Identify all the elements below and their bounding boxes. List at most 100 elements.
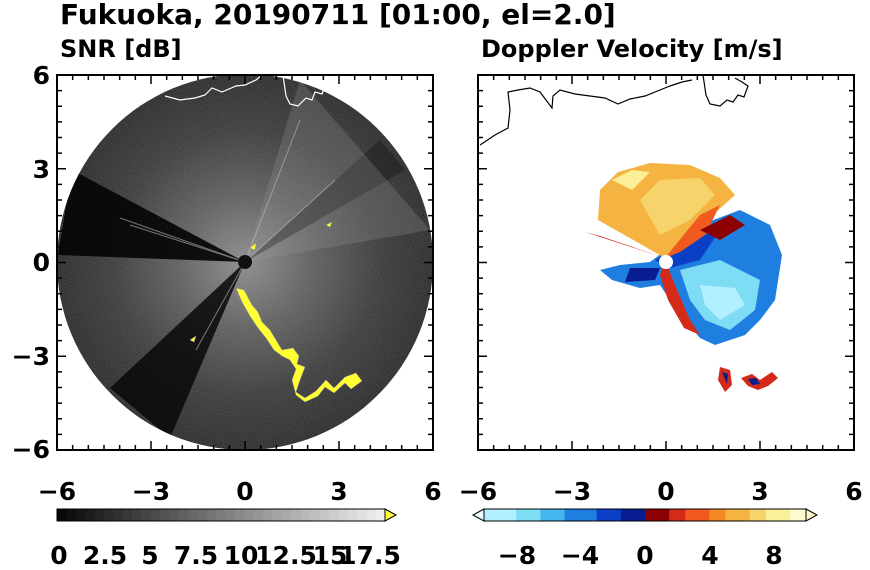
doppler-colorbar-cell <box>781 509 791 521</box>
doppler-colorbar-cell <box>516 509 525 521</box>
snr-colorbar-cell <box>103 509 114 521</box>
doppler-colorbar-cell <box>604 509 614 521</box>
snr-colorbar-cell <box>206 509 217 521</box>
doppler-xtick-3: 3 <box>751 477 768 506</box>
snr-xtick-0: 0 <box>236 477 253 506</box>
snr-colorbar-cell <box>150 509 161 521</box>
doppler-colorbar-cell <box>524 509 533 521</box>
snr-colorbar-cell <box>300 509 311 521</box>
doppler-colorbar-cell <box>580 509 590 521</box>
snr-cbar-label-2-5: 2.5 <box>83 541 127 570</box>
doppler-panel: Doppler Velocity [m/s] <box>459 35 863 570</box>
doppler-colorbar-extend-right <box>805 508 819 522</box>
snr-cbar-label-15: 15 <box>313 541 348 570</box>
doppler-colorbar-extend-left <box>471 508 485 522</box>
snr-colorbar-cell <box>188 509 198 521</box>
snr-colorbar-cell <box>347 509 358 521</box>
snr-radial-streaks <box>119 119 336 351</box>
snr-colorbar-cell <box>244 509 255 521</box>
doppler-colorbar-cell <box>612 509 622 521</box>
snr-colorbar-cell <box>131 509 142 521</box>
snr-xtick-6: 6 <box>424 477 441 506</box>
doppler-colorbar-cell <box>733 509 742 521</box>
doppler-colorbar-cell <box>645 509 654 521</box>
snr-ytick-neg6: −6 <box>12 435 50 464</box>
doppler-colorbar-cell <box>741 509 751 521</box>
snr-cbar-label-5: 5 <box>141 541 158 570</box>
snr-colorbar-cell <box>197 509 208 521</box>
snr-colorbar-cell <box>328 509 339 521</box>
snr-colorbar-cell <box>85 509 95 521</box>
doppler-colorbar-cell <box>532 509 541 521</box>
doppler-colorbar-cell <box>500 509 509 521</box>
doppler-distant-echo <box>718 367 778 392</box>
snr-ytick-0: 0 <box>33 248 50 277</box>
snr-xtick-neg6: −6 <box>38 477 76 506</box>
snr-colorbar-cell <box>94 509 105 521</box>
snr-colorbar-cells <box>57 509 386 521</box>
snr-panel: SNR [dB] <box>12 35 442 570</box>
doppler-colorbar-cell <box>636 509 646 521</box>
snr-colorbar-cell <box>253 509 264 521</box>
doppler-colorbar-cell <box>701 509 710 521</box>
doppler-cbar-label-neg4: −4 <box>561 541 599 570</box>
snr-colorbar-cell <box>160 509 170 521</box>
snr-colorbar-cell <box>281 509 292 521</box>
doppler-colorbar-cell <box>556 509 565 521</box>
doppler-xtick-neg6: −6 <box>459 477 497 506</box>
doppler-colorbar-cell <box>789 509 799 521</box>
snr-colorbar-cell <box>178 509 189 521</box>
snr-xtick-3: 3 <box>330 477 347 506</box>
snr-colorbar-cell <box>225 509 236 521</box>
snr-colorbar-cell <box>366 509 377 521</box>
doppler-xtick-0: 0 <box>657 477 674 506</box>
doppler-colorbar-cell <box>685 509 694 521</box>
snr-colorbar-cell <box>141 509 152 521</box>
snr-cbar-label-12-5: 12.5 <box>255 541 317 570</box>
snr-colorbar-cell <box>310 509 320 521</box>
snr-coastline <box>164 75 327 107</box>
doppler-xtick-neg3: −3 <box>553 477 591 506</box>
radar-center-marker <box>238 255 252 269</box>
doppler-colorbar-cell <box>773 509 783 521</box>
snr-colorbar-cell <box>57 509 67 521</box>
doppler-colorbar-cell <box>564 509 573 521</box>
doppler-coastline <box>479 75 749 146</box>
snr-colorbar-extend-arrow <box>384 508 398 522</box>
snr-colorbar-cell <box>375 509 386 521</box>
doppler-colorbar-cell <box>677 509 686 521</box>
doppler-cbar-label-0: 0 <box>636 541 653 570</box>
snr-cbar-label-0: 0 <box>50 541 67 570</box>
doppler-colorbar-cell <box>749 509 759 521</box>
snr-colorbar-cell <box>216 509 227 521</box>
doppler-colorbar-cell <box>717 509 726 521</box>
snr-colorbar-cell <box>235 509 245 521</box>
snr-radar-disc <box>57 75 433 450</box>
snr-colorbar <box>56 508 398 522</box>
snr-ytick-6: 6 <box>33 61 50 90</box>
doppler-colorbar-cell <box>484 509 493 521</box>
figure-title: Fukuoka, 20190711 [01:00, el=2.0] <box>60 0 616 31</box>
doppler-colorbar-cell <box>548 509 557 521</box>
snr-colorbar-cell <box>319 509 330 521</box>
doppler-colorbar-cell <box>572 509 581 521</box>
doppler-colorbar-cell <box>492 509 501 521</box>
doppler-colorbar-cell <box>797 509 807 521</box>
snr-panel-title: SNR [dB] <box>60 35 182 63</box>
doppler-colorbar-cell <box>757 509 767 521</box>
doppler-cbar-label-4: 4 <box>701 541 718 570</box>
snr-cbar-label-10: 10 <box>224 541 259 570</box>
doppler-tick-marks <box>477 74 855 451</box>
snr-colorbar-cell <box>75 509 86 521</box>
doppler-colorbar-cell <box>765 509 775 521</box>
snr-colorbar-cell <box>169 509 180 521</box>
doppler-echo-field <box>585 163 782 392</box>
doppler-colorbar-cell <box>596 509 606 521</box>
doppler-colorbar-cell <box>725 509 734 521</box>
snr-high-echo <box>189 221 363 403</box>
doppler-xtick-6: 6 <box>845 477 862 506</box>
doppler-colorbar-cell <box>661 509 670 521</box>
snr-colorbar-cell <box>338 509 348 521</box>
snr-cbar-label-7-5: 7.5 <box>174 541 218 570</box>
